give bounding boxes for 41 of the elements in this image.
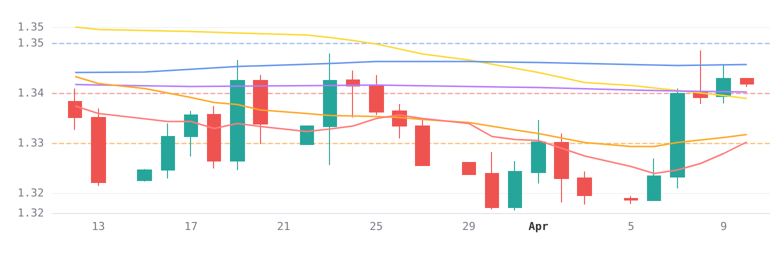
y-tick-label: 1.35 <box>18 36 44 50</box>
x-tick-label: 29 <box>462 220 476 233</box>
y-tick-label: 1.32 <box>18 206 44 220</box>
line-series <box>74 60 748 74</box>
candlestick <box>462 162 476 175</box>
x-tick-label: 21 <box>276 220 290 233</box>
candlestick <box>137 168 152 182</box>
candlestick <box>68 88 82 130</box>
y-tick-label: 1.32 <box>18 186 44 200</box>
candlestick <box>670 88 685 189</box>
candlestick <box>415 119 430 166</box>
candlestick <box>91 108 106 186</box>
candlestick <box>508 160 522 211</box>
candlestick <box>230 60 245 170</box>
x-tick-label: Apr <box>528 220 549 233</box>
candlestick <box>485 152 499 210</box>
candlestick <box>253 74 268 144</box>
candlestick <box>323 53 337 166</box>
candlestick <box>624 196 638 204</box>
candlestick <box>531 120 546 184</box>
line-series <box>74 105 748 174</box>
candlestick <box>577 171 592 205</box>
candlestick <box>300 125 314 146</box>
x-tick-label: 17 <box>184 220 198 233</box>
candlestick <box>161 123 175 179</box>
x-tick-label: 25 <box>370 220 383 233</box>
line-series <box>74 26 748 100</box>
candlestick <box>554 133 569 203</box>
candlestick <box>207 106 221 169</box>
x-tick-label: 9 <box>720 220 727 233</box>
candlestick <box>647 158 661 201</box>
line-series <box>74 84 748 93</box>
candlestick <box>740 78 754 88</box>
x-tick-label: 5 <box>628 220 634 233</box>
y-tick-label: 1.33 <box>18 136 44 150</box>
y-tick-label: 1.35 <box>18 20 44 34</box>
line-series <box>74 76 748 148</box>
candlestick <box>369 74 384 116</box>
candlestick <box>184 110 198 157</box>
y-tick-label: 1.34 <box>18 86 44 100</box>
x-tick-label: 13 <box>92 220 105 233</box>
